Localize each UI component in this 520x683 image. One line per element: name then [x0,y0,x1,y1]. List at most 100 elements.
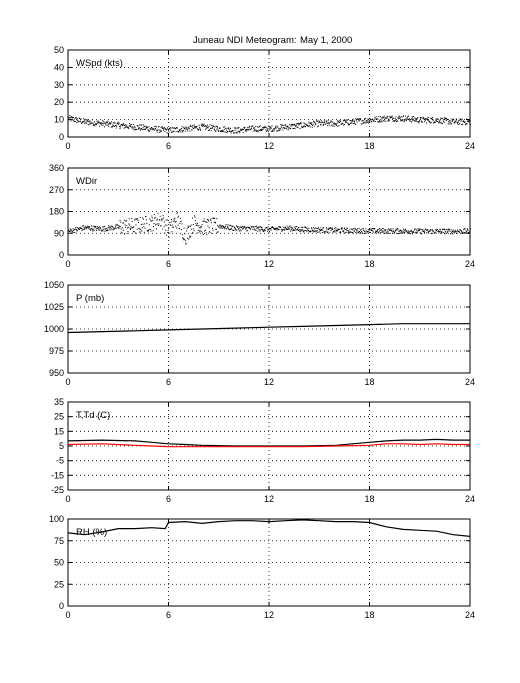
data-point [256,130,258,132]
data-point [284,229,286,231]
data-point [103,230,105,232]
data-point [212,124,214,126]
data-point [173,130,175,132]
data-point [142,128,144,130]
data-point [100,227,102,229]
data-point [98,121,100,123]
data-point [114,227,116,229]
data-point [285,227,287,229]
data-point [271,130,273,132]
data-point [378,116,380,118]
data-point [208,220,210,222]
y-tick-label: 15 [54,426,64,436]
data-point [178,228,180,230]
data-point [163,129,165,131]
data-point [269,231,270,233]
data-point [134,218,136,220]
data-point [355,118,357,120]
y-tick-label: 25 [54,579,64,589]
data-point [204,230,206,232]
data-point [201,224,203,226]
data-point [323,124,325,126]
data-point [403,231,405,233]
data-point [337,125,339,127]
data-point [415,231,417,233]
data-point [356,121,358,123]
data-point [315,123,317,125]
data-point [354,124,356,126]
data-point [68,229,70,231]
data-point [183,239,185,241]
data-point [128,218,130,220]
data-point [78,120,80,122]
data-point [463,122,465,124]
data-point [346,119,348,121]
data-point [140,124,142,126]
data-point [296,127,298,129]
data-point [294,127,296,129]
data-point [464,232,466,234]
data-point [330,120,332,122]
data-point [269,126,271,128]
data-point [393,231,395,233]
y-tick-label: 35 [54,397,64,407]
data-point [346,227,348,229]
data-point [344,119,346,121]
data-point [73,229,75,231]
data-point [261,130,263,132]
data-point [77,227,79,229]
data-point [145,126,147,128]
data-point [416,231,418,233]
data-point [304,226,306,228]
data-point [276,227,278,229]
data-point [375,118,377,120]
data-point [337,228,339,230]
data-point [326,228,328,230]
data-point [219,227,221,229]
data-point [199,127,201,129]
data-point [369,229,371,231]
data-point [96,225,98,227]
data-point [466,228,468,230]
data-point [261,227,263,229]
data-point [378,228,380,230]
data-point [100,229,102,231]
data-point [421,232,423,234]
data-point [185,126,187,128]
data-point [374,118,376,120]
data-point [207,219,209,221]
data-point [221,131,223,133]
data-point [356,230,358,232]
data-point [222,226,224,228]
data-point [86,121,88,123]
data-point [243,227,245,229]
data-point [389,229,391,231]
data-point [185,242,187,244]
data-point [256,225,258,227]
data-point [440,117,442,119]
data-point [350,122,352,124]
data-point [148,224,150,226]
data-point [464,121,466,123]
data-point [325,120,327,122]
data-point [229,129,231,131]
data-point [250,126,252,128]
data-point [196,222,198,224]
data-point [274,228,276,230]
data-point [241,128,243,130]
data-point [191,129,193,131]
data-point [433,122,435,124]
data-point [248,129,250,131]
data-point [316,230,318,232]
data-point [345,120,347,122]
data-point [358,119,360,121]
data-point [395,116,397,118]
data-point [76,229,78,231]
data-point [110,227,112,229]
data-point [199,129,201,131]
data-point [358,120,360,122]
data-point [226,132,228,134]
data-point [204,220,206,222]
data-point [441,231,443,233]
data-point [412,231,414,233]
